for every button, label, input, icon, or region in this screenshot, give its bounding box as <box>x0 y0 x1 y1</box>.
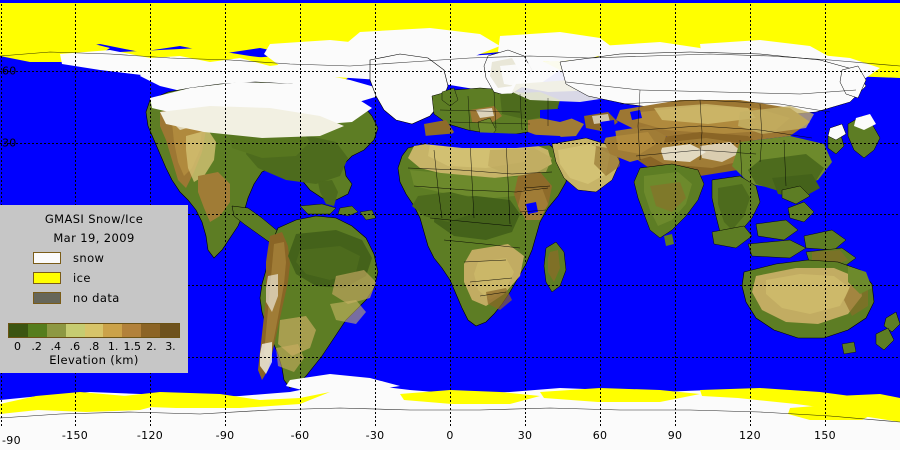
longitude-tick-label: 0 <box>446 429 454 442</box>
longitude-tick-label: 120 <box>739 429 761 442</box>
legend-class-row[interactable]: snow <box>33 251 188 265</box>
legend-class-row[interactable]: no data <box>33 291 188 305</box>
ice-swatch <box>33 272 61 284</box>
colorbar-tick-label: 0 <box>14 340 22 353</box>
colorbar-tick-label: .2 <box>31 340 42 353</box>
colorbar-segment-3 <box>65 324 85 337</box>
longitude-tick-label: -30 <box>365 429 385 442</box>
legend-title: GMASI Snow/Ice <box>44 212 144 226</box>
graticule-parallel <box>0 143 900 144</box>
graticule-parallel <box>0 71 900 72</box>
legend-class-label: ice <box>73 271 91 285</box>
longitude-tick-label: 90 <box>667 429 683 442</box>
asia-landmass <box>551 51 881 246</box>
australia-landmass <box>741 259 900 355</box>
colorbar-segment-2 <box>46 324 66 337</box>
elevation-colorbar <box>8 323 180 338</box>
colorbar-tick-label: .4 <box>50 340 62 353</box>
colorbar-segment-0 <box>9 324 28 337</box>
graticule-parallel <box>0 357 900 358</box>
no-data-swatch <box>33 292 61 304</box>
latitude-tick-label: 30 <box>2 136 17 150</box>
graticule-parallel <box>0 214 900 215</box>
colorbar-segment-5 <box>103 324 123 337</box>
elevation-colorbar-ticks: 0 .2 .4 .6 .8 1. 1.5 2. 3. <box>0 340 188 354</box>
map-legend-panel[interactable]: GMASI Snow/Ice Mar 19, 2009 snow ice no da… <box>0 205 188 373</box>
colorbar-tick-label: 1.5 <box>123 340 141 353</box>
arctic-coastline <box>0 51 900 67</box>
colorbar-tick-label: 3. <box>165 340 176 353</box>
longitude-tick-label: 150 <box>814 429 836 442</box>
longitude-tick-label: -120 <box>136 429 164 442</box>
latitude-tick-bottom: -90 <box>2 434 21 447</box>
legend-class-row[interactable]: ice <box>33 271 188 285</box>
colorbar-tick-label: .8 <box>88 340 100 353</box>
elevation-colorbar-title: Elevation (km) <box>49 353 139 367</box>
colorbar-tick-label: 1. <box>107 340 119 353</box>
map-top-border <box>0 0 900 3</box>
colorbar-segment-8 <box>160 324 180 337</box>
antarctic-coastline <box>0 407 900 423</box>
longitude-tick-label: -90 <box>215 429 235 442</box>
longitude-tick-label: 30 <box>517 429 533 442</box>
colorbar-segment-1 <box>27 324 47 337</box>
colorbar-segment-6 <box>122 324 142 337</box>
antarctic-sea-ice-layer <box>0 388 900 422</box>
latitude-tick-label: 60 <box>2 64 17 78</box>
legend-class-label: snow <box>73 251 105 265</box>
longitude-tick-label: 60 <box>592 429 608 442</box>
south-america-landmass <box>258 215 379 389</box>
legend-class-label: no data <box>73 291 120 305</box>
legend-class-list: snow ice no data <box>0 251 188 305</box>
legend-date: Mar 19, 2009 <box>53 231 135 245</box>
colorbar-tick-label: .6 <box>69 340 81 353</box>
snow-swatch <box>33 252 61 264</box>
colorbar-tick-label: 2. <box>146 340 157 353</box>
longitude-tick-label: -150 <box>61 429 89 442</box>
longitude-tick-label: -60 <box>290 429 310 442</box>
map-plot-area[interactable] <box>0 0 900 428</box>
colorbar-segment-7 <box>141 324 161 337</box>
colorbar-segment-4 <box>84 324 104 337</box>
graticule-parallel <box>0 285 900 286</box>
